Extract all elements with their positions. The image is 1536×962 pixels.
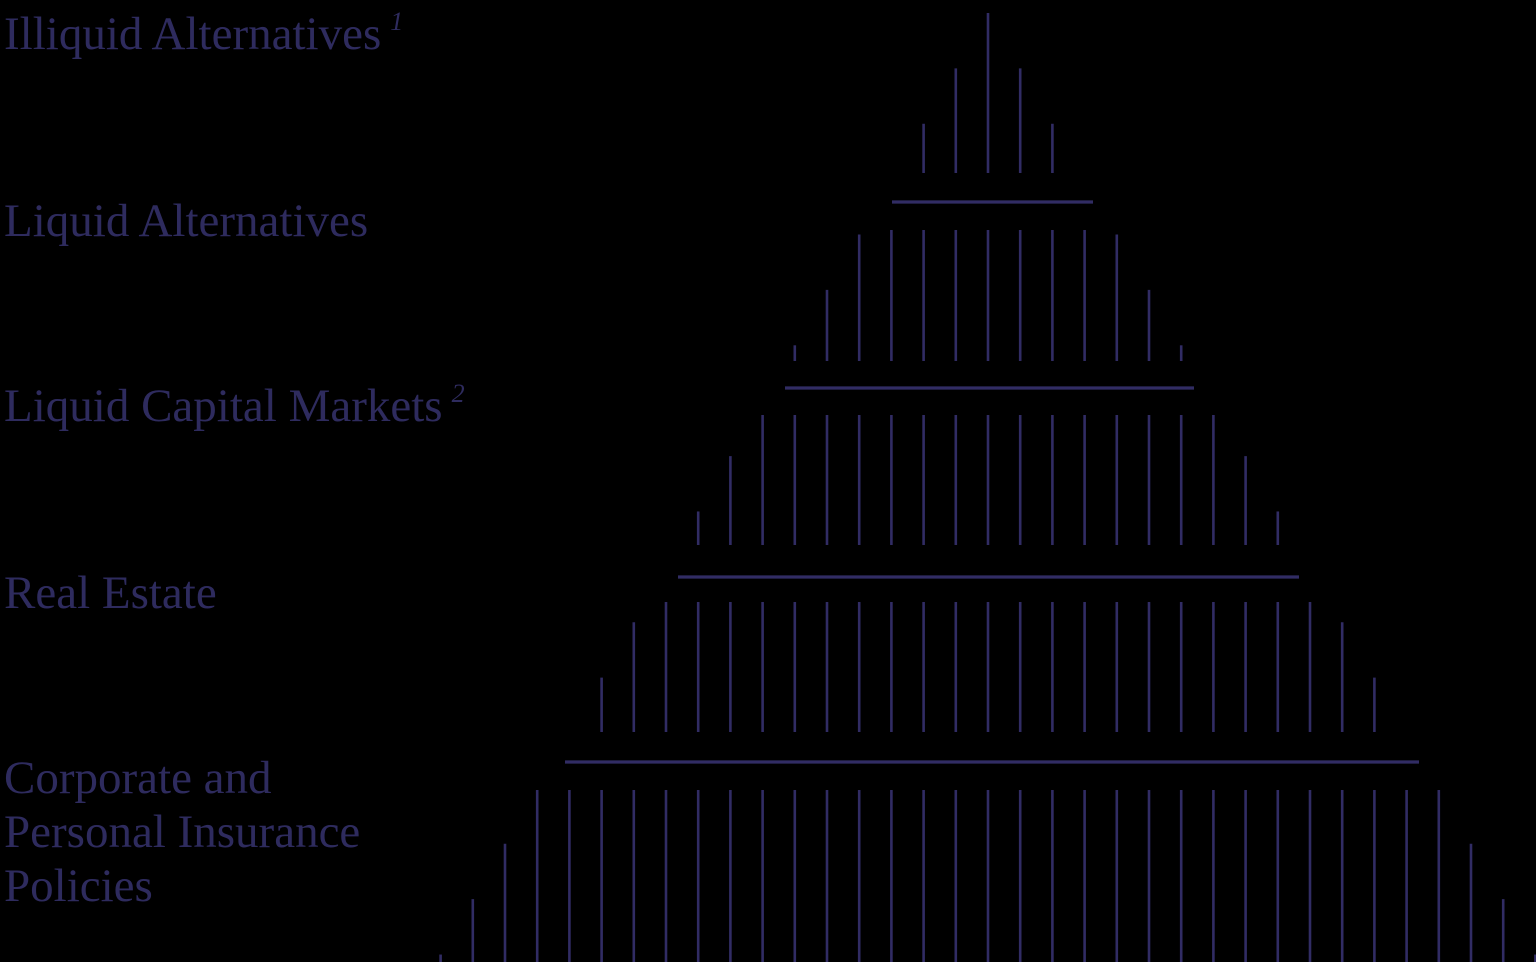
tier-label-liquid-capital-markets: Liquid Capital Markets 2 [4, 379, 465, 433]
tier-label-text: Illiquid Alternatives [4, 8, 382, 60]
tier-label-line: Personal Insurance [4, 806, 361, 858]
tier-label-text: Real Estate [4, 567, 217, 619]
footnote-marker-1: 1 [390, 7, 404, 37]
tier-label-text: Liquid Alternatives [4, 195, 369, 247]
tier-label-liquid-alternatives: Liquid Alternatives [4, 194, 368, 248]
tier-label-line: Corporate and [4, 752, 272, 804]
tier-label-illiquid-alternatives: Illiquid Alternatives 1 [4, 7, 403, 61]
tier-label-corporate-personal-insurance: Corporate and Personal Insurance Policie… [4, 751, 360, 913]
tier-label-line: Policies [4, 860, 153, 912]
tier-label-text: Liquid Capital Markets [4, 380, 443, 432]
footnote-marker-2: 2 [451, 379, 465, 409]
tier-label-real-estate: Real Estate [4, 566, 217, 620]
